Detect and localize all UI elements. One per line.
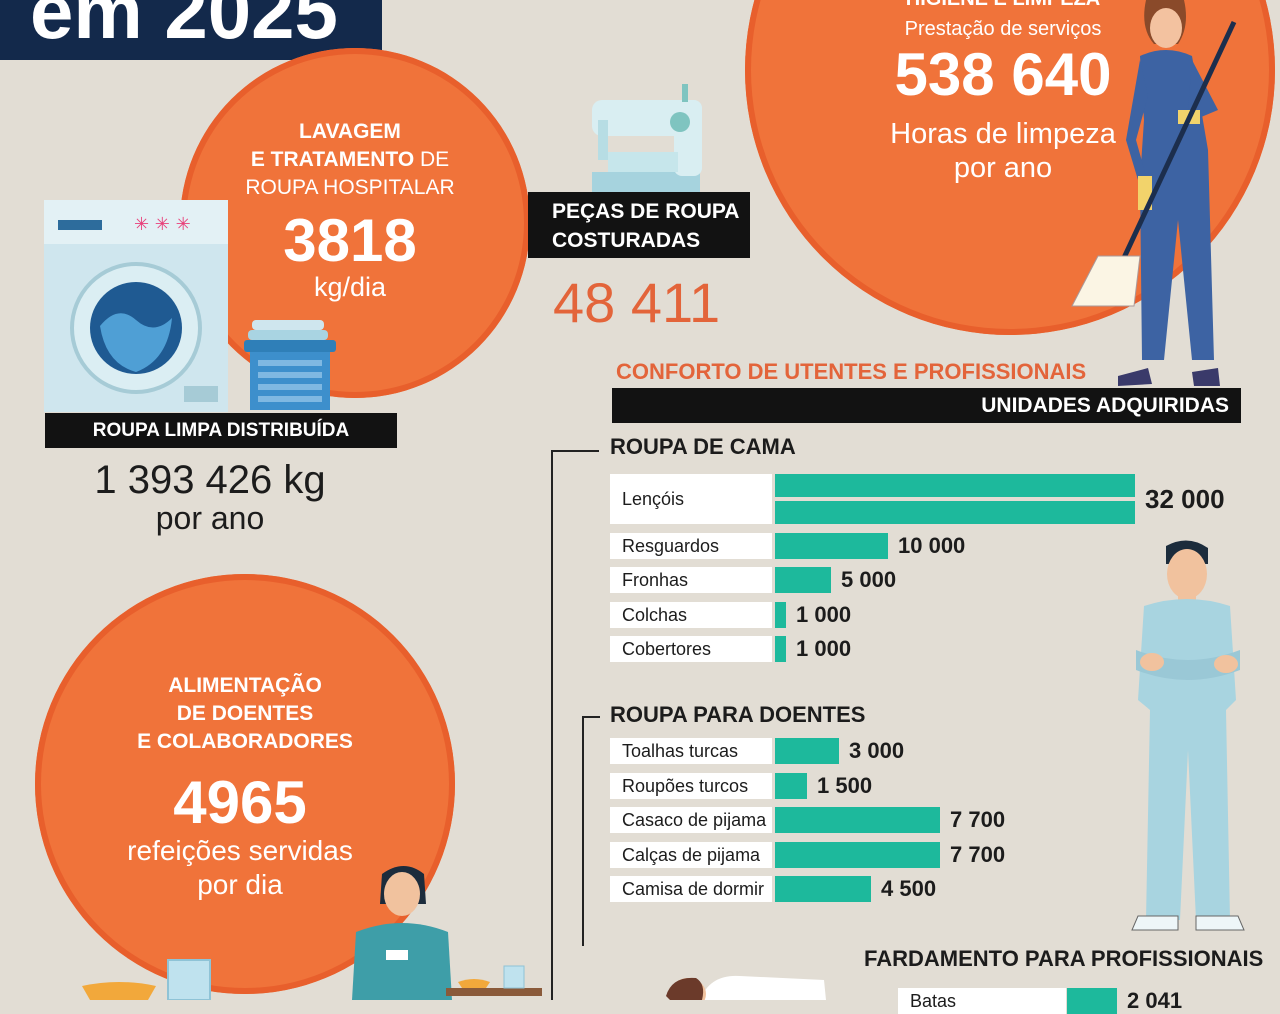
header-title-block: em 2025 bbox=[0, 0, 382, 60]
bar-category-label: Cobertores bbox=[610, 636, 772, 662]
bar-category-label: Fronhas bbox=[610, 567, 772, 593]
sewing-machine-icon bbox=[588, 84, 710, 192]
nurse-woman-illustration bbox=[352, 864, 542, 1000]
nurse-man-illustration bbox=[1130, 540, 1246, 932]
bar-value-label: 10 000 bbox=[898, 533, 966, 559]
bar-category-label: Toalhas turcas bbox=[610, 738, 772, 764]
sewing-value: 48 411 bbox=[553, 271, 721, 334]
bar-value-label: 4 500 bbox=[881, 876, 937, 902]
bar bbox=[775, 876, 871, 902]
cleaning-unit-line1: Horas de limpeza bbox=[890, 118, 1116, 150]
bar bbox=[775, 567, 831, 593]
bar bbox=[775, 501, 1135, 524]
cleaning-subtitle: Prestação de serviços bbox=[904, 18, 1102, 40]
bed-linen-title: ROUPA DE CAMA bbox=[610, 434, 796, 459]
connector-line-patient bbox=[582, 716, 600, 718]
patient-clothing-title: ROUPA PARA DOENTES bbox=[610, 702, 866, 727]
bar bbox=[775, 738, 839, 764]
food-line2: DE DOENTES bbox=[176, 702, 314, 725]
bar bbox=[775, 474, 1135, 497]
food-line1: ALIMENTAÇÃO bbox=[168, 674, 322, 697]
bar-category-label: Calças de pijama bbox=[610, 842, 772, 868]
cleaning-unit-line2: por ano bbox=[953, 152, 1053, 184]
connector-line-bed bbox=[551, 450, 599, 452]
units-header: UNIDADES ADQUIRIDAS bbox=[612, 388, 1241, 423]
laundry-line2: E TRATAMENTO DE bbox=[225, 146, 475, 174]
patient-illustration bbox=[640, 970, 830, 1010]
laundry-line1: LAVAGEM bbox=[299, 120, 401, 143]
bar-value-label: 2 041 bbox=[1127, 988, 1183, 1014]
cleaning-title: HIGIENE E LIMPEZA bbox=[853, 0, 1153, 11]
sewing-label: PEÇAS DE ROUPA COSTURADAS bbox=[528, 192, 750, 258]
cleaner-woman-illustration bbox=[1068, 0, 1248, 392]
svg-text:✳ ✳ ✳: ✳ ✳ ✳ bbox=[134, 214, 191, 235]
laundry-basket-icon bbox=[242, 318, 338, 414]
bar bbox=[775, 602, 786, 628]
bar-value-label: 7 700 bbox=[950, 807, 1006, 833]
bar-category-label: Lençóis bbox=[610, 474, 772, 524]
bar bbox=[775, 807, 940, 833]
cleaning-unit: Horas de limpeza por ano bbox=[853, 117, 1153, 185]
bar-value-label: 7 700 bbox=[950, 842, 1006, 868]
bar-category-label: Colchas bbox=[610, 602, 772, 628]
laundry-circle bbox=[180, 48, 530, 398]
laundry-line2a: E TRATAMENTO bbox=[250, 148, 415, 171]
uniforms-title: FARDAMENTO PARA PROFISSIONAIS bbox=[864, 946, 1264, 971]
glass-icon bbox=[166, 958, 212, 1001]
bar bbox=[775, 842, 940, 868]
bar-value-label: 5 000 bbox=[841, 567, 897, 593]
connector-line-patient-vertical bbox=[582, 716, 584, 946]
bar-value-label: 32 000 bbox=[1145, 484, 1225, 515]
food-value: 4965 bbox=[173, 769, 307, 836]
sewing-label-line2: COSTURADAS bbox=[552, 229, 701, 252]
laundry-heading: LAVAGEM E TRATAMENTO DE ROUPA HOSPITALAR bbox=[225, 118, 475, 202]
bar-value-label: 1 000 bbox=[796, 636, 852, 662]
bar bbox=[775, 636, 786, 662]
bar-value-label: 1 500 bbox=[817, 773, 873, 799]
bar-category-label: Resguardos bbox=[610, 533, 772, 559]
distributed-label: ROUPA LIMPA DISTRIBUÍDA bbox=[45, 413, 397, 448]
distributed-value: 1 393 426 kg bbox=[94, 458, 326, 502]
connector-line-vertical bbox=[551, 450, 553, 1000]
bar-value-label: 1 000 bbox=[796, 602, 852, 628]
laundry-line2b: DE bbox=[414, 148, 450, 171]
bar-category-label: Camisa de dormir bbox=[610, 876, 772, 902]
laundry-value: 3818 bbox=[283, 207, 417, 274]
food-circle bbox=[35, 574, 455, 994]
distributed-unit: por ano bbox=[155, 500, 265, 536]
cleaning-value: 538 640 bbox=[894, 41, 1112, 108]
comfort-title: CONFORTO DE UTENTES E PROFISSIONAIS bbox=[616, 359, 1087, 384]
bar bbox=[775, 533, 888, 559]
food-unit-line1: refeições servidas bbox=[127, 835, 353, 866]
food-heading: ALIMENTAÇÃO DE DOENTES E COLABORADORES bbox=[95, 672, 395, 756]
bar bbox=[1067, 988, 1117, 1014]
washing-machine-icon: ✳ ✳ ✳ bbox=[44, 200, 228, 412]
food-unit: refeições servidas por dia bbox=[85, 834, 395, 902]
bar bbox=[775, 773, 807, 799]
bar-category-label: Casaco de pijama bbox=[610, 807, 772, 833]
laundry-unit: kg/dia bbox=[313, 272, 387, 302]
bar-value-label: 3 000 bbox=[849, 738, 905, 764]
page-title: em 2025 bbox=[30, 0, 338, 55]
sewing-label-line1: PEÇAS DE ROUPA bbox=[552, 200, 740, 223]
food-line3: E COLABORADORES bbox=[137, 730, 353, 753]
laundry-line3: ROUPA HOSPITALAR bbox=[245, 176, 455, 199]
bar-category-label: Roupões turcos bbox=[610, 773, 772, 799]
food-unit-line2: por dia bbox=[197, 869, 283, 900]
bowl-icon bbox=[82, 982, 156, 1000]
bar-category-label: Batas bbox=[898, 988, 1066, 1014]
